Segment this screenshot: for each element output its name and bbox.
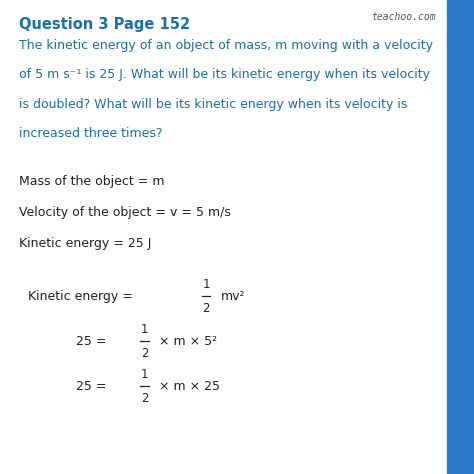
Text: Kinetic energy = 25 J: Kinetic energy = 25 J: [19, 237, 151, 250]
Text: of 5 m s⁻¹ is 25 J. What will be its kinetic energy when its velocity: of 5 m s⁻¹ is 25 J. What will be its kin…: [19, 68, 430, 81]
Text: 25 =: 25 =: [76, 335, 110, 348]
Text: 25 =: 25 =: [76, 380, 110, 393]
Text: 2: 2: [141, 346, 148, 360]
Text: Question 3 Page 152: Question 3 Page 152: [19, 17, 190, 32]
Text: × m × 5²: × m × 5²: [159, 335, 217, 348]
Text: 1: 1: [141, 323, 148, 336]
Text: mv²: mv²: [220, 290, 245, 303]
Text: Mass of the object = m: Mass of the object = m: [19, 175, 164, 188]
Text: teachoo.com: teachoo.com: [372, 12, 436, 22]
Text: 2: 2: [141, 392, 148, 405]
Text: 1: 1: [202, 278, 210, 291]
Text: Velocity of the object = v = 5 m/s: Velocity of the object = v = 5 m/s: [19, 206, 231, 219]
Text: × m × 25: × m × 25: [159, 380, 220, 393]
Bar: [447, 0, 474, 474]
Text: increased three times?: increased three times?: [19, 127, 163, 140]
Text: Kinetic energy =: Kinetic energy =: [28, 290, 137, 303]
Text: is doubled? What will be its kinetic energy when its velocity is: is doubled? What will be its kinetic ene…: [19, 98, 407, 110]
Text: 2: 2: [202, 301, 210, 315]
Text: The kinetic energy of an object of mass, m moving with a velocity: The kinetic energy of an object of mass,…: [19, 39, 433, 52]
Text: 1: 1: [141, 368, 148, 381]
